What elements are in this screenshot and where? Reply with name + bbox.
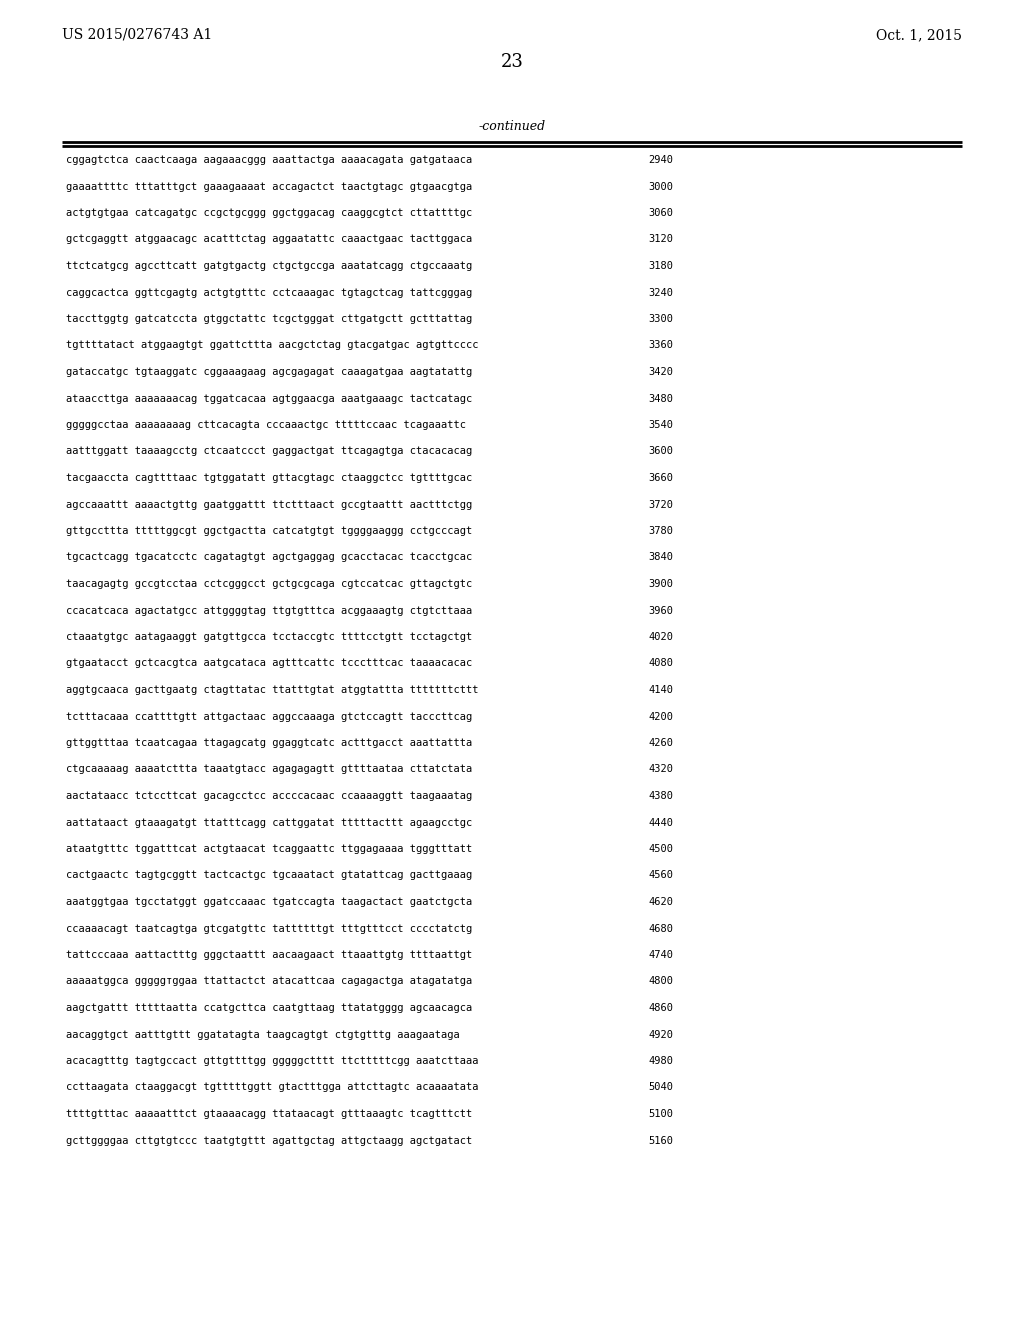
- Text: 3720: 3720: [648, 499, 673, 510]
- Text: gggggcctaa aaaaaaaag cttcacagta cccaaactgc tttttccaac tcagaaattc: gggggcctaa aaaaaaaag cttcacagta cccaaact…: [66, 420, 466, 430]
- Text: aaaaatggca gggggтggaa ttattactct atacattcaa cagagactga atagatatga: aaaaatggca gggggтggaa ttattactct atacatt…: [66, 977, 472, 986]
- Text: gttggtttaa tcaatcagaa ttagagcatg ggaggtcatc actttgacct aaattattta: gttggtttaa tcaatcagaa ttagagcatg ggaggtc…: [66, 738, 472, 748]
- Text: ttttgtttac aaaaatttct gtaaaacagg ttataacagt gtttaaagtc tcagtttctt: ttttgtttac aaaaatttct gtaaaacagg ttataac…: [66, 1109, 472, 1119]
- Text: 4380: 4380: [648, 791, 673, 801]
- Text: 3600: 3600: [648, 446, 673, 457]
- Text: caggcactca ggttcgagtg actgtgtttc cctcaaagac tgtagctcag tattcgggag: caggcactca ggttcgagtg actgtgtttc cctcaaa…: [66, 288, 472, 297]
- Text: agccaaattt aaaactgttg gaatggattt ttctttaact gccgtaattt aactttctgg: agccaaattt aaaactgttg gaatggattt ttcttta…: [66, 499, 472, 510]
- Text: 3420: 3420: [648, 367, 673, 378]
- Text: 5040: 5040: [648, 1082, 673, 1093]
- Text: gtgaatacct gctcacgtca aatgcataca agtttcattc tccctttcac taaaacacac: gtgaatacct gctcacgtca aatgcataca agtttca…: [66, 659, 472, 668]
- Text: gataccatgc tgtaaggatc cggaaagaag agcgagagat caaagatgaa aagtatattg: gataccatgc tgtaaggatc cggaaagaag agcgaga…: [66, 367, 472, 378]
- Text: 3180: 3180: [648, 261, 673, 271]
- Text: gctcgaggtt atggaacagc acatttctag aggaatattc caaactgaac tacttggaca: gctcgaggtt atggaacagc acatttctag aggaata…: [66, 235, 472, 244]
- Text: 3660: 3660: [648, 473, 673, 483]
- Text: 4680: 4680: [648, 924, 673, 933]
- Text: 5160: 5160: [648, 1135, 673, 1146]
- Text: 4500: 4500: [648, 843, 673, 854]
- Text: 3540: 3540: [648, 420, 673, 430]
- Text: 3240: 3240: [648, 288, 673, 297]
- Text: 3300: 3300: [648, 314, 673, 323]
- Text: 3900: 3900: [648, 579, 673, 589]
- Text: cactgaactc tagtgcggtt tactcactgc tgcaaatact gtatattcag gacttgaaag: cactgaactc tagtgcggtt tactcactgc tgcaaat…: [66, 870, 472, 880]
- Text: tctttacaaa ccattttgtt attgactaac aggccaaaga gtctccagtt tacccttcag: tctttacaaa ccattttgtt attgactaac aggccaa…: [66, 711, 472, 722]
- Text: 3060: 3060: [648, 209, 673, 218]
- Text: acacagtttg tagtgccact gttgttttgg gggggctttt ttctttttcgg aaatcttaaa: acacagtttg tagtgccact gttgttttgg gggggct…: [66, 1056, 478, 1067]
- Text: -continued: -continued: [478, 120, 546, 132]
- Text: tacgaaccta cagttttaac tgtggatatt gttacgtagc ctaaggctcc tgttttgcac: tacgaaccta cagttttaac tgtggatatt gttacgt…: [66, 473, 472, 483]
- Text: 4860: 4860: [648, 1003, 673, 1012]
- Text: 2940: 2940: [648, 154, 673, 165]
- Text: 5100: 5100: [648, 1109, 673, 1119]
- Text: 3840: 3840: [648, 553, 673, 562]
- Text: ataatgtttc tggatttcat actgtaacat tcaggaattc ttggagaaaa tgggtttatt: ataatgtttc tggatttcat actgtaacat tcaggaa…: [66, 843, 472, 854]
- Text: 3480: 3480: [648, 393, 673, 404]
- Text: ataaccttga aaaaaaacag tggatcacaa agtggaacga aaatgaaagc tactcatagc: ataaccttga aaaaaaacag tggatcacaa agtggaa…: [66, 393, 472, 404]
- Text: 4320: 4320: [648, 764, 673, 775]
- Text: 3960: 3960: [648, 606, 673, 615]
- Text: 4140: 4140: [648, 685, 673, 696]
- Text: 4620: 4620: [648, 898, 673, 907]
- Text: taccttggtg gatcatccta gtggctattc tcgctgggat cttgatgctt gctttattag: taccttggtg gatcatccta gtggctattc tcgctgg…: [66, 314, 472, 323]
- Text: 4020: 4020: [648, 632, 673, 642]
- Text: actgtgtgaa catcagatgc ccgctgcggg ggctggacag caaggcgtct cttattttgc: actgtgtgaa catcagatgc ccgctgcggg ggctgga…: [66, 209, 472, 218]
- Text: aattataact gtaaagatgt ttatttcagg cattggatat tttttacttt agaagcctgc: aattataact gtaaagatgt ttatttcagg cattgga…: [66, 817, 472, 828]
- Text: ctgcaaaaag aaaatcttta taaatgtacc agagagagtt gttttaataa cttatctata: ctgcaaaaag aaaatcttta taaatgtacc agagaga…: [66, 764, 472, 775]
- Text: 3360: 3360: [648, 341, 673, 351]
- Text: aactataacc tctccttcat gacagcctcc accccacaac ccaaaaggtt taagaaatag: aactataacc tctccttcat gacagcctcc accccac…: [66, 791, 472, 801]
- Text: aaatggtgaa tgcctatggt ggatccaaac tgatccagta taagactact gaatctgcta: aaatggtgaa tgcctatggt ggatccaaac tgatcca…: [66, 898, 472, 907]
- Text: ccttaagata ctaaggacgt tgtttttggtt gtactttgga attcttagtc acaaaatata: ccttaagata ctaaggacgt tgtttttggtt gtactt…: [66, 1082, 478, 1093]
- Text: 4440: 4440: [648, 817, 673, 828]
- Text: cggagtctca caactcaaga aagaaacggg aaattactga aaaacagata gatgataaca: cggagtctca caactcaaga aagaaacggg aaattac…: [66, 154, 472, 165]
- Text: tattcccaaa aattactttg gggctaattt aacaagaact ttaaattgtg ttttaattgt: tattcccaaa aattactttg gggctaattt aacaaga…: [66, 950, 472, 960]
- Text: 3120: 3120: [648, 235, 673, 244]
- Text: ccaaaacagt taatcagtga gtcgatgttc tattttttgt tttgtttcct cccctatctg: ccaaaacagt taatcagtga gtcgatgttc tattttt…: [66, 924, 472, 933]
- Text: US 2015/0276743 A1: US 2015/0276743 A1: [62, 28, 212, 42]
- Text: aacaggtgct aatttgttt ggatatagta taagcagtgt ctgtgtttg aaagaataga: aacaggtgct aatttgttt ggatatagta taagcagt…: [66, 1030, 460, 1040]
- Text: aatttggatt taaaagcctg ctcaatccct gaggactgat ttcagagtga ctacacacag: aatttggatt taaaagcctg ctcaatccct gaggact…: [66, 446, 472, 457]
- Text: ctaaatgtgc aatagaaggt gatgttgcca tcctaccgtc ttttcctgtt tcctagctgt: ctaaatgtgc aatagaaggt gatgttgcca tcctacc…: [66, 632, 472, 642]
- Text: ccacatcaca agactatgcc attggggtag ttgtgtttca acggaaagtg ctgtcttaaa: ccacatcaca agactatgcc attggggtag ttgtgtt…: [66, 606, 472, 615]
- Text: 4200: 4200: [648, 711, 673, 722]
- Text: 23: 23: [501, 53, 523, 71]
- Text: gttgccttta tttttggcgt ggctgactta catcatgtgt tggggaaggg cctgcccagt: gttgccttta tttttggcgt ggctgactta catcatg…: [66, 525, 472, 536]
- Text: aagctgattt tttttaatta ccatgcttca caatgttaag ttatatgggg agcaacagca: aagctgattt tttttaatta ccatgcttca caatgtt…: [66, 1003, 472, 1012]
- Text: 3780: 3780: [648, 525, 673, 536]
- Text: 4260: 4260: [648, 738, 673, 748]
- Text: 4080: 4080: [648, 659, 673, 668]
- Text: 3000: 3000: [648, 181, 673, 191]
- Text: gcttggggaa cttgtgtccc taatgtgttt agattgctag attgctaagg agctgatact: gcttggggaa cttgtgtccc taatgtgttt agattgc…: [66, 1135, 472, 1146]
- Text: tgcactcagg tgacatcctc cagatagtgt agctgaggag gcacctacac tcacctgcac: tgcactcagg tgacatcctc cagatagtgt agctgag…: [66, 553, 472, 562]
- Text: gaaaattttc tttatttgct gaaagaaaat accagactct taactgtagc gtgaacgtga: gaaaattttc tttatttgct gaaagaaaat accagac…: [66, 181, 472, 191]
- Text: tgttttatact atggaagtgt ggattcttta aacgctctag gtacgatgac agtgttcccc: tgttttatact atggaagtgt ggattcttta aacgct…: [66, 341, 478, 351]
- Text: Oct. 1, 2015: Oct. 1, 2015: [876, 28, 962, 42]
- Text: 4980: 4980: [648, 1056, 673, 1067]
- Text: 4920: 4920: [648, 1030, 673, 1040]
- Text: aggtgcaaca gacttgaatg ctagttatac ttatttgtat atggtattta tttttttcttt: aggtgcaaca gacttgaatg ctagttatac ttatttg…: [66, 685, 478, 696]
- Text: ttctcatgcg agccttcatt gatgtgactg ctgctgccga aaatatcagg ctgccaaatg: ttctcatgcg agccttcatt gatgtgactg ctgctgc…: [66, 261, 472, 271]
- Text: 4560: 4560: [648, 870, 673, 880]
- Text: 4740: 4740: [648, 950, 673, 960]
- Text: taacagagtg gccgtcctaa cctcgggcct gctgcgcaga cgtccatcac gttagctgtc: taacagagtg gccgtcctaa cctcgggcct gctgcgc…: [66, 579, 472, 589]
- Text: 4800: 4800: [648, 977, 673, 986]
